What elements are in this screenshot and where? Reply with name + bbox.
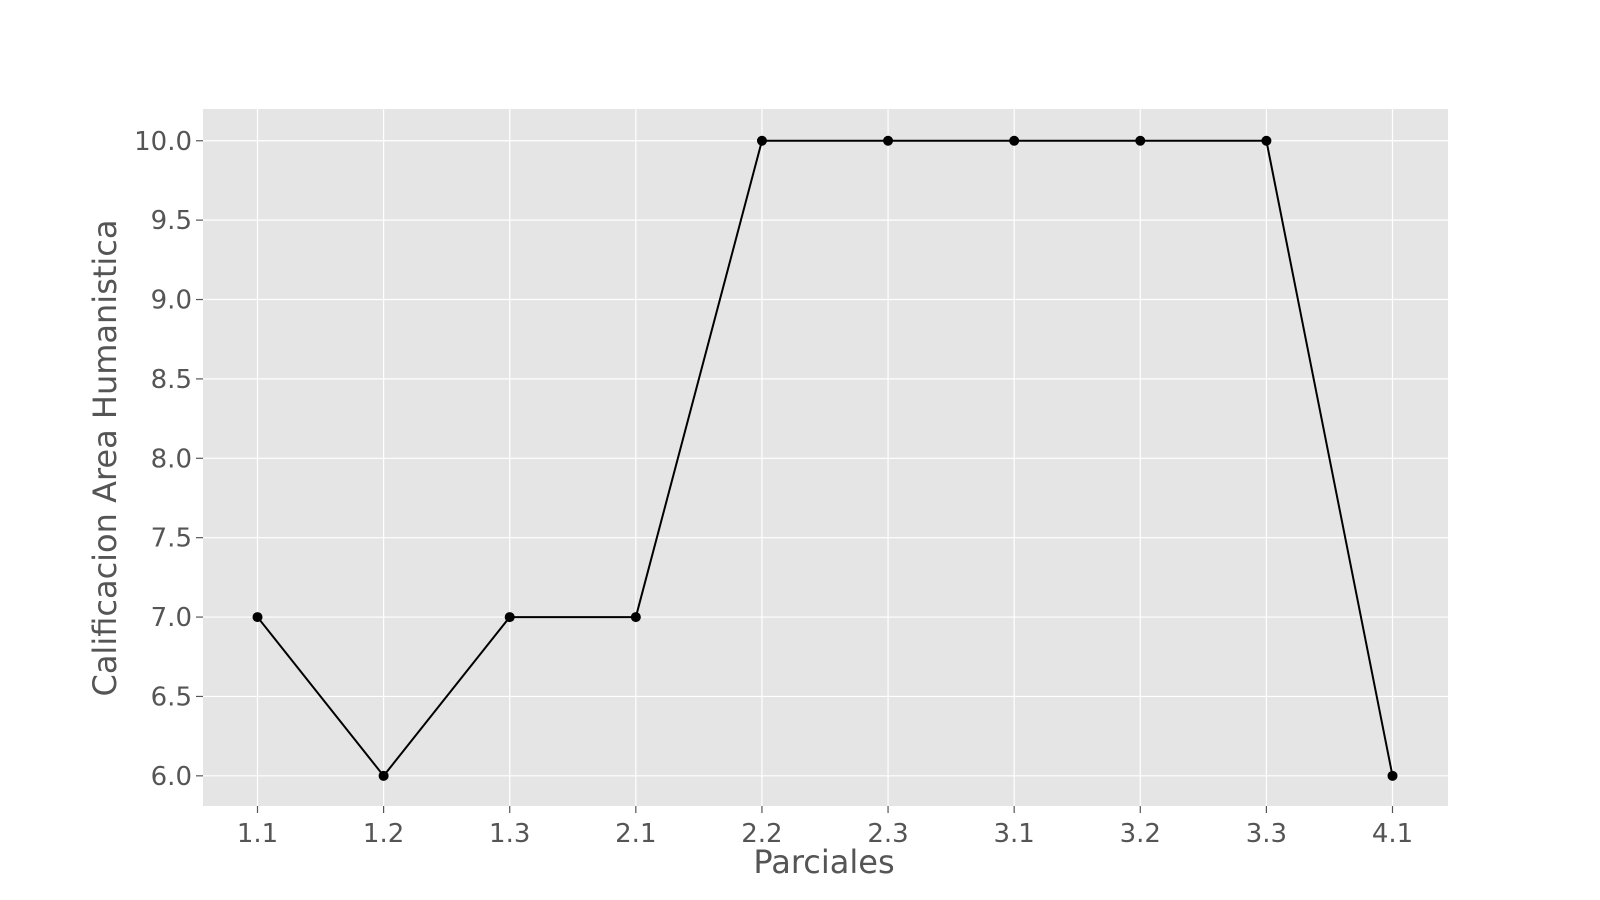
plot-area bbox=[203, 109, 1448, 806]
data-point bbox=[504, 612, 515, 623]
y-tick-label: 9.0 bbox=[151, 286, 192, 316]
x-tick-label: 3.3 bbox=[1246, 819, 1287, 849]
y-tick-label: 8.5 bbox=[151, 365, 192, 395]
x-axis-label: Parciales bbox=[753, 843, 894, 881]
data-point bbox=[1261, 135, 1272, 146]
y-tick-label: 6.5 bbox=[151, 682, 192, 712]
x-tick-label: 4.1 bbox=[1372, 819, 1413, 849]
data-point bbox=[1387, 770, 1398, 781]
x-tick-label: 3.1 bbox=[993, 819, 1034, 849]
data-point bbox=[1009, 135, 1020, 146]
data-point bbox=[756, 135, 767, 146]
data-point bbox=[630, 612, 641, 623]
data-point bbox=[378, 770, 389, 781]
y-tick-label: 7.5 bbox=[151, 524, 192, 554]
y-tick-label: 6.0 bbox=[151, 762, 192, 792]
x-gridlines bbox=[256, 109, 1394, 806]
series-line bbox=[256, 139, 1394, 778]
data-points bbox=[252, 135, 1398, 781]
y-tick-label: 9.5 bbox=[151, 206, 192, 236]
x-tick-label: 2.3 bbox=[867, 819, 908, 849]
data-point bbox=[1135, 135, 1146, 146]
y-axis-label: Calificacion Area Humanistica bbox=[86, 219, 124, 696]
data-point bbox=[883, 135, 894, 146]
y-axis-ticks: 6.0 6.5 7.0 7.5 8.0 8.5 9.0 9.5 10.0 bbox=[134, 127, 203, 792]
y-tick-label: 10.0 bbox=[134, 127, 192, 157]
y-tick-label: 8.0 bbox=[151, 444, 192, 474]
data-point bbox=[252, 612, 263, 623]
x-tick-label: 1.2 bbox=[363, 819, 404, 849]
y-tick-label: 7.0 bbox=[151, 603, 192, 633]
x-tick-label: 2.2 bbox=[741, 819, 782, 849]
x-tick-label: 1.1 bbox=[237, 819, 278, 849]
x-axis-ticks: 1.1 1.2 1.3 2.1 2.2 2.3 3.1 3.2 3.3 4.1 bbox=[237, 806, 1413, 849]
x-tick-label: 3.2 bbox=[1120, 819, 1161, 849]
x-tick-label: 2.1 bbox=[615, 819, 656, 849]
x-tick-label: 1.3 bbox=[489, 819, 530, 849]
y-gridlines bbox=[203, 140, 1448, 777]
